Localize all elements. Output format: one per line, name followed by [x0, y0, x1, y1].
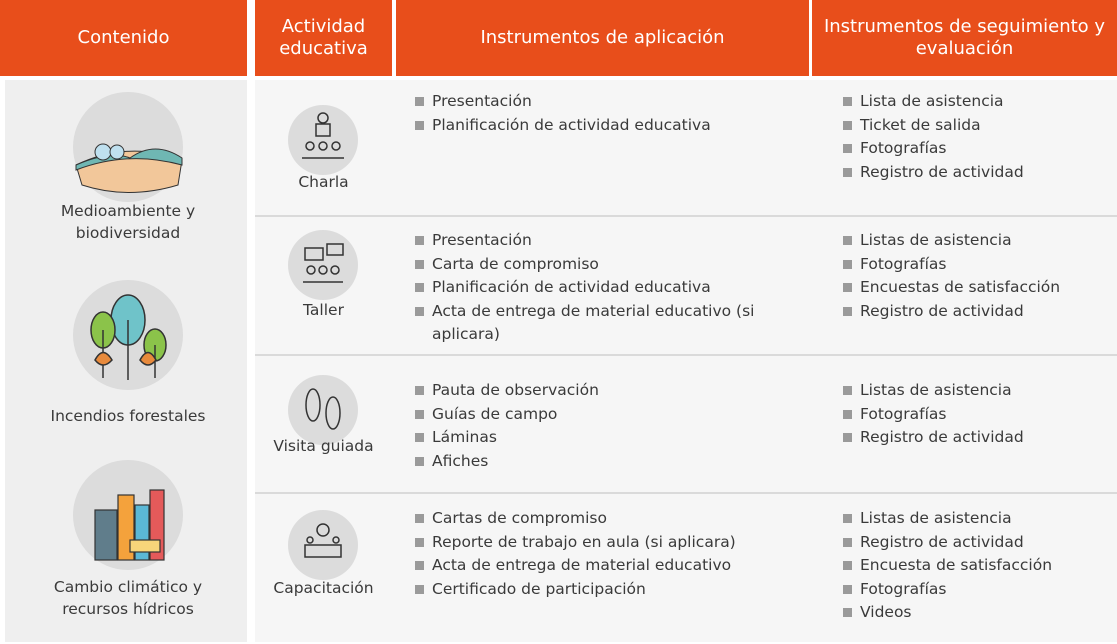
list-item: Cartas de compromiso	[415, 507, 800, 531]
evaluation-list: Listas de asistencia Fotografías Encuestas…	[843, 229, 1103, 323]
list-item: Certificado de participación	[415, 578, 800, 602]
list-item: Acta de entrega de material educativo	[415, 554, 800, 578]
application-list: Pauta de observación Guías de campo Lámina…	[415, 379, 800, 473]
content-label: Cambio climático y recursos hídricos	[53, 578, 203, 618]
activity-label: Capacitación	[273, 579, 374, 597]
list-item: Reporte de trabajo en aula (si aplicara)	[415, 531, 800, 555]
list-item: Fotografías	[843, 253, 1103, 277]
list-item: Presentación	[415, 90, 800, 114]
application-list: Cartas de compromiso Reporte de trabajo e…	[415, 507, 800, 601]
list-item: Planificación de actividad educativa	[415, 276, 800, 300]
activity-label: Taller	[303, 301, 344, 319]
list-item: Lista de asistencia	[843, 90, 1103, 114]
list-item: Listas de asistencia	[843, 229, 1103, 253]
evaluation-list: Lista de asistencia Ticket de salida Fotog…	[843, 90, 1103, 184]
header-cell: Instrumentos de seguimiento y evaluación	[812, 0, 1117, 76]
list-item: Encuesta de satisfacción	[843, 554, 1103, 578]
list-item: Láminas	[415, 426, 800, 450]
application-list: Presentación Carta de compromiso Planifica…	[415, 229, 800, 347]
list-item: Registro de actividad	[843, 531, 1103, 555]
list-item: Presentación	[415, 229, 800, 253]
header-cell: Contenido	[0, 0, 247, 76]
list-item: Carta de compromiso	[415, 253, 800, 277]
list-item: Acta de entrega de material educativo (s…	[415, 300, 800, 347]
list-item: Registro de actividad	[843, 300, 1103, 324]
list-item: Registro de actividad	[843, 426, 1103, 450]
list-item: Registro de actividad	[843, 161, 1103, 185]
list-item: Listas de asistencia	[843, 379, 1103, 403]
list-item: Fotografías	[843, 403, 1103, 427]
list-item: Listas de asistencia	[843, 507, 1103, 531]
content-label: Medioambiente y biodiversidad	[60, 202, 196, 242]
list-item: Encuestas de satisfacción	[843, 276, 1103, 300]
content-label: Incendios forestales	[50, 407, 206, 425]
activity-label: Charla	[298, 173, 349, 191]
list-item: Pauta de observación	[415, 379, 800, 403]
activity-label: Visita guiada	[273, 437, 374, 455]
list-item: Planificación de actividad educativa	[415, 114, 800, 138]
application-list: Presentación Planificación de actividad e…	[415, 90, 800, 137]
evaluation-list: Listas de asistencia Fotografías Registro …	[843, 379, 1103, 450]
header-cell: Actividad educativa	[255, 0, 392, 76]
evaluation-list: Listas de asistencia Registro de activida…	[843, 507, 1103, 625]
list-item: Fotografías	[843, 578, 1103, 602]
list-item: Ticket de salida	[843, 114, 1103, 138]
list-item: Fotografías	[843, 137, 1103, 161]
header-cell: Instrumentos de aplicación	[396, 0, 809, 76]
list-item: Guías de campo	[415, 403, 800, 427]
list-item: Afiches	[415, 450, 800, 474]
list-item: Videos	[843, 601, 1103, 625]
